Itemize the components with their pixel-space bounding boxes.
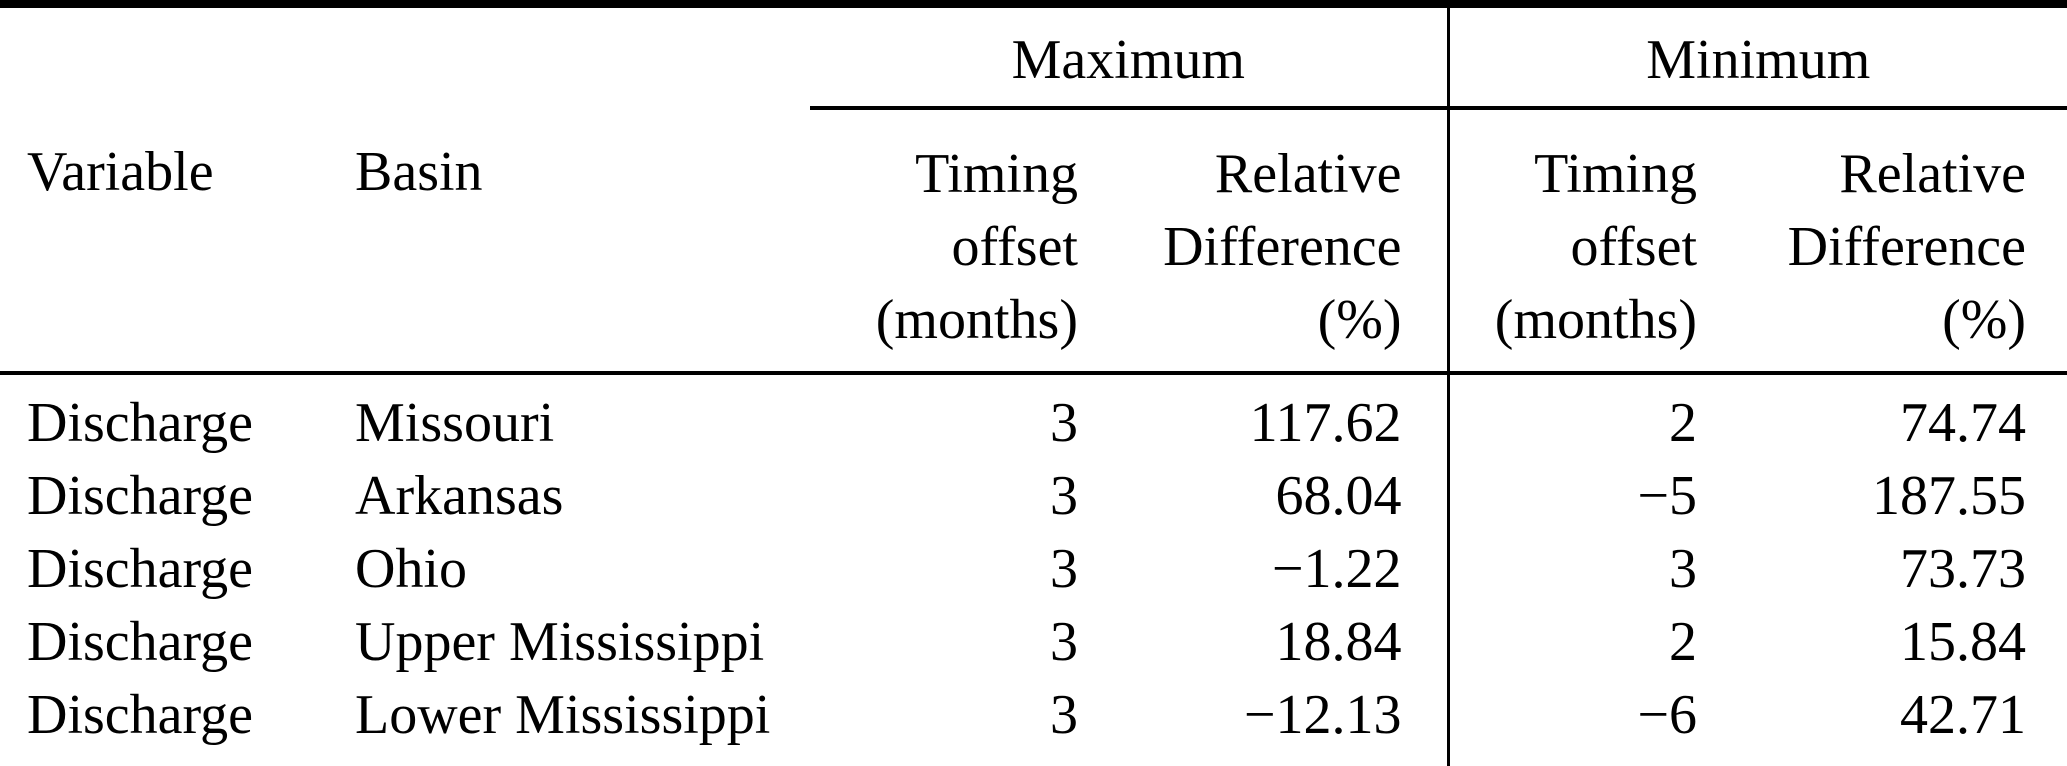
- cell-min-relative-difference: 73.73: [1900, 538, 2027, 600]
- cell-min-relative-difference: 74.74: [1900, 392, 2027, 454]
- header-line: (months): [875, 289, 1078, 351]
- group-header-minimum: Minimum: [1446, 4, 2067, 110]
- cell-min-timing-offset: 2: [1446, 373, 1749, 460]
- cell-max-timing-offset: 3: [1050, 538, 1078, 600]
- cell-max-timing-offset: 3: [1050, 611, 1078, 673]
- header-line: (%): [1317, 289, 1402, 351]
- cell-variable: Discharge: [27, 611, 253, 673]
- cell-basin: Arkansas: [355, 465, 564, 527]
- cell-min-timing-offset: 2: [1446, 606, 1749, 679]
- group-header-spacer-variable: [0, 4, 332, 108]
- header-line: (%): [1942, 289, 2027, 351]
- cell-variable: Discharge: [27, 465, 253, 527]
- column-header-min-relative-difference: Relative Difference (%): [1748, 108, 2067, 375]
- header-line: Timing: [1534, 143, 1698, 205]
- group-header-row: Maximum Minimum: [0, 4, 2067, 110]
- header-line: offset: [951, 216, 1079, 278]
- column-header-min-timing-offset: Timing offset (months): [1446, 108, 1749, 375]
- cell-min-relative-difference: 15.84: [1900, 611, 2027, 673]
- header-line: (months): [1494, 289, 1698, 351]
- cell-variable: Discharge: [27, 684, 253, 746]
- cell-min-timing-offset: −6: [1446, 679, 1749, 766]
- cell-basin: Missouri: [355, 392, 555, 454]
- header-line: Difference: [1787, 216, 2027, 278]
- header-line: Relative: [1214, 143, 1402, 205]
- group-header-spacer-basin: [332, 4, 810, 108]
- cell-max-relative-difference: 18.84: [1275, 611, 1402, 673]
- table-row: Discharge Ohio 3 −1.22 3 73.73: [0, 533, 2067, 606]
- cell-max-relative-difference: 117.62: [1249, 392, 1402, 454]
- column-header-row: Variable Basin Timing offset (months) Re…: [0, 108, 2067, 375]
- table-row: Discharge Arkansas 3 68.04 −5 187.55: [0, 460, 2067, 533]
- cell-min-timing-offset: 3: [1446, 533, 1749, 606]
- cell-variable: Discharge: [27, 392, 253, 454]
- group-header-maximum: Maximum: [810, 4, 1449, 110]
- column-header-basin: Basin: [332, 108, 810, 375]
- header-line: Difference: [1163, 216, 1402, 278]
- cell-max-relative-difference: −12.13: [1243, 684, 1402, 746]
- cell-min-relative-difference: 187.55: [1872, 465, 2027, 527]
- header-line: Timing: [915, 143, 1078, 205]
- header-line: offset: [1570, 216, 1698, 278]
- cell-min-timing-offset: −5: [1446, 460, 1749, 533]
- cell-max-timing-offset: 3: [1050, 684, 1078, 746]
- column-header-variable: Variable: [0, 108, 332, 375]
- cell-basin: Upper Mississippi: [355, 611, 765, 673]
- cell-max-timing-offset: 3: [1050, 392, 1078, 454]
- cell-max-relative-difference: −1.22: [1271, 538, 1402, 600]
- table-row: Discharge Missouri 3 117.62 2 74.74: [0, 373, 2067, 460]
- cell-variable: Discharge: [27, 538, 253, 600]
- cell-min-relative-difference: 42.71: [1900, 684, 2027, 746]
- column-header-max-relative-difference: Relative Difference (%): [1100, 108, 1449, 375]
- table-row: Discharge Lower Mississippi 3 −12.13 −6 …: [0, 679, 2067, 766]
- header-line: Relative: [1839, 143, 2027, 205]
- cell-basin: Ohio: [355, 538, 467, 600]
- cell-max-timing-offset: 3: [1050, 465, 1078, 527]
- table-row: Discharge Upper Mississippi 3 18.84 2 15…: [0, 606, 2067, 679]
- cell-basin: Lower Mississippi: [355, 684, 771, 746]
- cell-max-relative-difference: 68.04: [1275, 465, 1402, 527]
- column-header-max-timing-offset: Timing offset (months): [810, 108, 1100, 375]
